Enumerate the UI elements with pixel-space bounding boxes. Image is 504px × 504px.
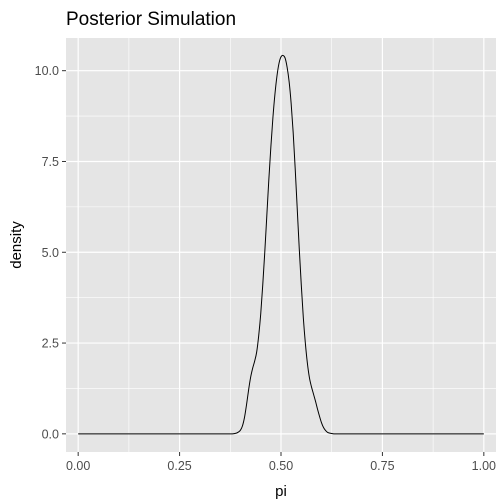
y-tick-label: 2.5 xyxy=(42,337,59,351)
y-axis-label: density xyxy=(8,221,25,269)
series-layer xyxy=(78,54,484,435)
x-tick-label: 1.00 xyxy=(472,459,496,473)
y-tick-label: 7.5 xyxy=(42,155,59,169)
x-axis: 0.00 0.25 0.50 0.75 1.00 xyxy=(66,452,496,473)
chart-title: Posterior Simulation xyxy=(66,9,236,30)
y-tick-label: 10.0 xyxy=(35,64,59,78)
y-tick-label: 5.0 xyxy=(42,246,59,260)
x-tick-label: 0.50 xyxy=(269,459,293,473)
x-tick-label: 0.25 xyxy=(167,459,191,473)
density-line xyxy=(78,54,484,435)
x-axis-label: pi xyxy=(275,483,287,500)
major-gridlines xyxy=(66,38,496,452)
x-tick-label: 0.00 xyxy=(66,459,90,473)
y-tick-label: 0.0 xyxy=(42,427,59,441)
y-axis: 0.0 2.5 5.0 7.5 10.0 xyxy=(35,64,66,441)
x-tick-label: 0.75 xyxy=(370,459,394,473)
